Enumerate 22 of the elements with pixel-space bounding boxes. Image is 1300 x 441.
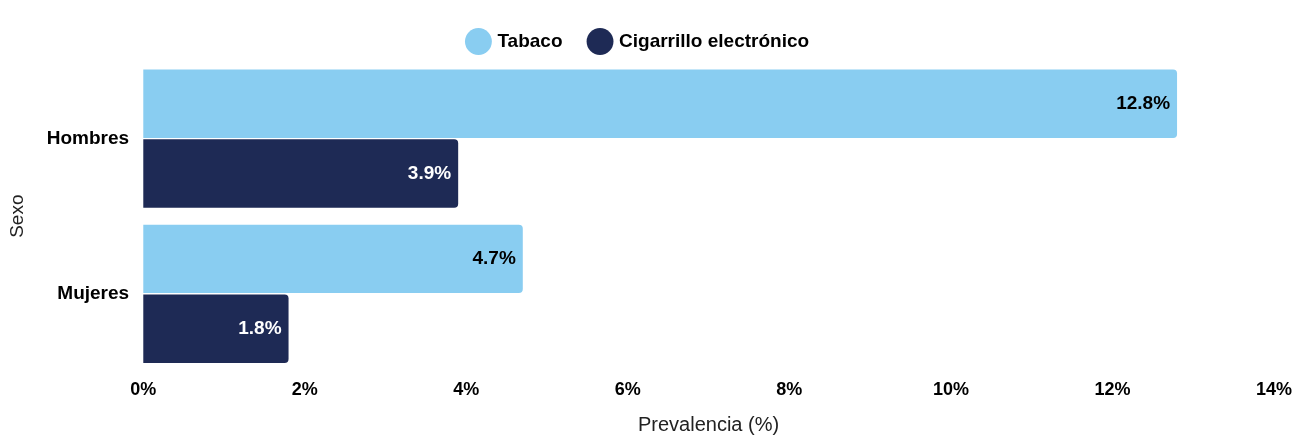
x-tick-label: 8% [776, 379, 803, 400]
y-tick-label: Hombres [46, 126, 130, 148]
x-axis-title: Prevalencia (%) [637, 412, 780, 435]
data-label: 4.7% [472, 247, 516, 269]
x-tick-label: 6% [614, 379, 641, 400]
y-tick-label: Mujeres [57, 282, 130, 304]
bar [143, 224, 523, 294]
bar [143, 294, 289, 363]
data-label: 3.9% [407, 161, 452, 183]
x-tick-label: 4% [453, 379, 480, 400]
x-tick-label: 14% [1255, 379, 1292, 400]
y-axis-title: Sexo [5, 194, 27, 238]
legend-label: Tabaco [497, 29, 563, 51]
data-label: 1.8% [238, 316, 282, 338]
bar [143, 69, 1178, 138]
x-tick-label: 10% [932, 379, 969, 400]
x-tick-label: 2% [291, 379, 318, 400]
data-label: 12.8% [1116, 91, 1171, 113]
bar [143, 139, 459, 208]
x-tick-label: 12% [1094, 379, 1131, 400]
x-tick-label: 0% [130, 379, 157, 400]
legend-label: Cigarrillo electrónico [619, 29, 810, 51]
